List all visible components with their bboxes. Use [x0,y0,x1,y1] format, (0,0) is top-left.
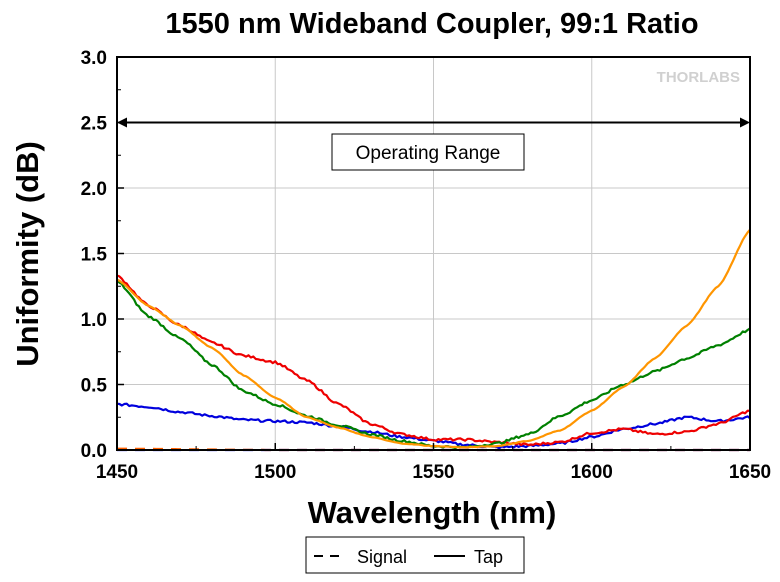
x-tick-label: 1650 [729,462,771,483]
x-axis-label: Wavelength (nm) [308,495,557,530]
annotation-box [331,133,525,171]
operating-range-annotation: Operating Range [117,117,750,171]
legend-signal-label: Signal [357,547,407,567]
y-tick-label: 2.5 [81,114,108,135]
y-tick-label: 1.0 [81,310,107,331]
grid [117,57,750,450]
ticks: 1450 1500 1550 1600 1650 0.0 0.5 1.0 1.5 2.0 2.5 3.… [81,48,772,483]
y-tick-label: 0.5 [81,376,108,397]
annotation-text: Operating Range [356,143,501,164]
tap-series-line-3 [116,274,751,447]
x-tick-label: 1600 [571,462,613,483]
y-tick-label: 1.5 [81,245,108,266]
y-tick-label: 3.0 [81,48,107,69]
x-tick-label: 1550 [412,462,454,483]
legend-box [305,536,525,574]
arrow-head-right [740,117,750,128]
legend: Signal Tap [305,536,525,574]
x-tick-label: 1450 [96,462,138,483]
y-tick-label: 0.0 [81,441,107,462]
x-tick-label: 1500 [254,462,296,483]
y-axis-label: Uniformity (dB) [10,141,45,367]
thorlabs-logo: THORLABS [657,69,740,86]
chart-title: 1550 nm Wideband Coupler, 99:1 Ratio [165,8,698,40]
legend-tap-label: Tap [474,547,503,567]
y-tick-label: 2.0 [81,179,107,200]
